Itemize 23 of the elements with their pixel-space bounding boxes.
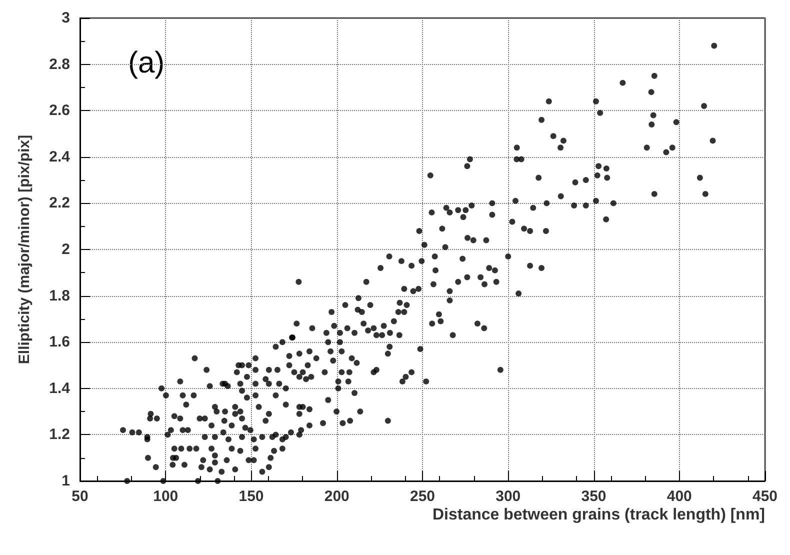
x-tick-label: 350 (581, 488, 606, 505)
y-tick-label: 2 (62, 241, 70, 258)
y-tick-label: 2.8 (49, 56, 70, 73)
x-tick-label: 100 (153, 488, 178, 505)
x-tick-label: 300 (496, 488, 521, 505)
y-tick-label: 2.6 (49, 102, 70, 120)
x-tick-label: 450 (752, 488, 778, 505)
y-tick-label: 1.2 (49, 426, 70, 444)
x-tick-label: 150 (238, 488, 264, 505)
y-tick-label: 1.6 (49, 334, 70, 351)
x-tick-label: 250 (410, 488, 436, 505)
y-tick-label: 1.4 (49, 380, 71, 397)
x-axis-title: Distance between grains (track length) [nm] (432, 506, 765, 524)
y-tick-label: 3 (62, 10, 70, 26)
y-tick-label: 1 (62, 472, 70, 490)
y-tick-label: 1.8 (49, 287, 70, 304)
x-tick-label: 200 (324, 488, 350, 505)
y-tick-label: 2.2 (49, 194, 70, 212)
x-tick-label: 400 (666, 488, 692, 505)
y-axis-title: Ellipticity (major/minor) [pix/pix] (16, 134, 33, 364)
x-tick-label: 50 (72, 488, 88, 505)
annotation: (a) (128, 46, 165, 80)
y-tick-label: 2.4 (49, 148, 71, 166)
